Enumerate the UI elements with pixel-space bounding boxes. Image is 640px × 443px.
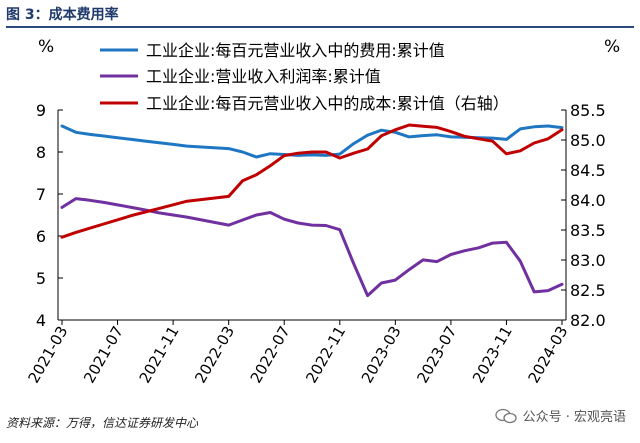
x-tick-label: 2021-07 [80, 323, 127, 386]
right-tick-label: 83.5 [570, 221, 606, 240]
left-tick-label: 4 [36, 311, 46, 330]
series-line-1 [60, 124, 564, 159]
x-tick-label: 2021-11 [136, 323, 183, 386]
x-tick-label: 2022-07 [247, 323, 294, 386]
legend-label-3: 工业企业:每百元营业收入中的成本:累计值（右轴） [146, 94, 509, 113]
left-tick-label: 9 [36, 101, 46, 120]
right-axis-unit: % [604, 37, 620, 57]
right-tick-label: 82.5 [570, 281, 606, 300]
title-rule [6, 26, 634, 28]
x-tick-label: 2023-03 [358, 323, 405, 386]
x-tick-label: 2021-03 [25, 323, 72, 386]
chart-legend: 工业企业:每百元营业收入中的费用:累计值工业企业:营业收入利润率:累计值工业企业… [100, 41, 509, 113]
left-tick-label: 8 [36, 143, 46, 162]
chart-series [60, 123, 564, 298]
series-line-3 [60, 123, 564, 239]
right-tick-label: 84.0 [570, 191, 606, 210]
left-tick-label: 5 [36, 269, 46, 288]
right-tick-label: 82.0 [570, 311, 606, 330]
chat-bubbles-icon [494, 408, 517, 423]
left-tick-label: 6 [36, 227, 46, 246]
legend-label-1: 工业企业:每百元营业收入中的费用:累计值 [146, 41, 445, 60]
x-tick-label: 2022-11 [302, 323, 349, 386]
right-tick-label: 85.5 [570, 101, 606, 120]
watermark: 公众号 · 宏观亮语 [494, 406, 626, 425]
watermark-text: 公众号 · 宏观亮语 [522, 410, 626, 425]
right-tick-label: 83.0 [570, 251, 606, 270]
source-note: 资料来源：万得，信达证券研发中心 [6, 416, 199, 430]
legend-label-2: 工业企业:营业收入利润率:累计值 [146, 67, 381, 86]
series-line-2 [60, 197, 564, 298]
figure-title: 图 3：成本费用率 [6, 7, 119, 23]
left-axis-unit: % [38, 37, 54, 57]
x-tick-label: 2023-11 [469, 323, 516, 386]
x-tick-label: 2023-07 [413, 323, 460, 386]
chart-axes: 4 5 6 7 8 9 82.0 82.5 83.0 83.5 84.0 84.5 85.0 85.5%%… [25, 37, 621, 386]
x-tick-label: 2022-03 [191, 323, 238, 386]
right-tick-label: 84.5 [570, 161, 606, 180]
left-tick-label: 7 [36, 185, 46, 204]
x-tick-label: 2024-03 [525, 323, 572, 386]
right-tick-label: 85.0 [570, 131, 606, 150]
